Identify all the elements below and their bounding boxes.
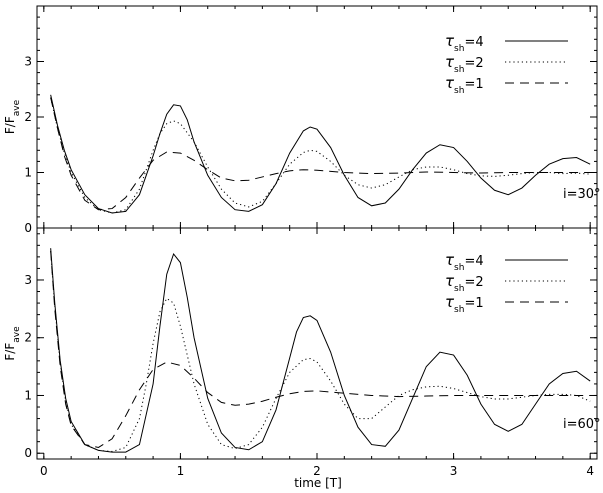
y-tick-label: 1: [24, 166, 32, 180]
series-line-solid: [50, 94, 591, 214]
legend-label: τsh=1: [445, 293, 484, 315]
legend-label: τsh=2: [445, 53, 484, 75]
series-line-solid: [50, 248, 591, 453]
y-tick-label: 1: [24, 388, 32, 402]
inclination-annotation: i=30°: [563, 187, 601, 202]
y-tick-label: 3: [24, 55, 32, 69]
x-tick-label: 1: [177, 464, 185, 478]
y-tick-label: 2: [24, 110, 32, 124]
legend-label: τsh=2: [445, 272, 484, 294]
inclination-annotation: i=60°: [563, 417, 601, 432]
legend-label: τsh=4: [445, 251, 484, 273]
series-line-dashed: [50, 97, 591, 211]
x-tick-label: 2: [313, 464, 321, 478]
x-tick-label: 4: [586, 464, 594, 478]
plot-frame: [36, 5, 598, 229]
x-tick-label: 3: [450, 464, 458, 478]
x-tick-label: 0: [40, 464, 48, 478]
series-line-dotted: [50, 97, 591, 214]
y-axis-label: F/Fave: [3, 99, 22, 134]
series-line-dashed: [50, 251, 591, 448]
x-axis-label: time [T]: [294, 476, 342, 490]
y-tick-label: 0: [24, 221, 32, 235]
y-tick-label: 3: [24, 273, 32, 287]
y-tick-label: 2: [24, 331, 32, 345]
y-axis-label: F/Fave: [3, 326, 22, 361]
y-tick-label: 0: [24, 446, 32, 460]
legend-label: τsh=1: [445, 74, 484, 96]
series-line-dotted: [50, 251, 591, 452]
legend-label: τsh=4: [445, 32, 484, 54]
